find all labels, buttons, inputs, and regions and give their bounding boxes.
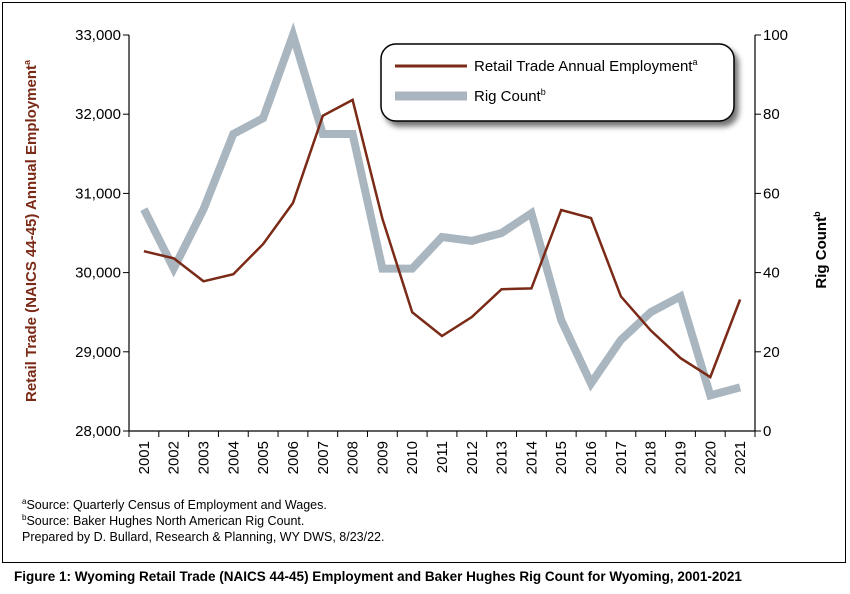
left-tick-label: 33,000 xyxy=(75,27,121,44)
x-tick-label: 2014 xyxy=(523,441,540,474)
left-tick-label: 30,000 xyxy=(75,265,121,282)
right-tick-label: 100 xyxy=(763,27,788,44)
x-tick-label: 2013 xyxy=(494,441,511,474)
x-tick-labels: 2001 2002 2003 2004 2005 2006 2007 2008 2009 2010… xyxy=(136,441,749,474)
x-tick-label: 2006 xyxy=(285,441,302,474)
x-tick-label: 2015 xyxy=(553,441,570,474)
left-tick-label: 29,000 xyxy=(75,344,121,361)
right-tick-label: 60 xyxy=(763,185,780,202)
x-tick-label: 2009 xyxy=(374,441,391,474)
prepared-by-note: Prepared by D. Bullard, Research & Plann… xyxy=(22,530,385,544)
figure-caption: Figure 1: Wyoming Retail Trade (NAICS 44… xyxy=(14,569,742,584)
y-axis-labels: Retail Trade (NAICS 44-45) Annual Employ… xyxy=(22,59,830,402)
x-tick-label: 2021 xyxy=(732,441,749,474)
right-tick-label: 20 xyxy=(763,344,780,361)
legend-label-rig-count: Rig Countb xyxy=(474,87,546,105)
x-tick-label: 2002 xyxy=(166,441,183,474)
series-lines xyxy=(140,22,742,401)
x-tick-label: 2017 xyxy=(613,441,630,474)
right-tick-label: 40 xyxy=(763,265,780,282)
right-tick-label: 80 xyxy=(763,106,780,123)
x-tick-label: 2020 xyxy=(702,441,719,474)
dual-axis-line-chart: 28,000 29,000 30,000 31,000 32,000 33,000 0 20 4… xyxy=(22,22,830,474)
retail-employment-line xyxy=(143,98,742,379)
legend: Retail Trade Annual Employmenta Rig Count… xyxy=(380,43,735,122)
x-tick-label: 2019 xyxy=(672,441,689,474)
x-tick-label: 2008 xyxy=(345,441,362,474)
legend-label-employment: Retail Trade Annual Employmenta xyxy=(474,57,697,75)
source-note-a: aSource: Quarterly Census of Employment … xyxy=(22,496,327,512)
left-axis-title: Retail Trade (NAICS 44-45) Annual Employ… xyxy=(22,59,40,402)
x-tick-label: 2012 xyxy=(464,441,481,474)
x-tick-label: 2016 xyxy=(583,441,600,474)
right-tick-label: 0 xyxy=(763,423,771,440)
legend-box xyxy=(380,43,735,122)
right-axis-title: Rig Countb xyxy=(812,211,830,289)
x-tick-label: 2005 xyxy=(255,441,272,474)
left-tick-label: 28,000 xyxy=(75,423,121,440)
x-tick-label: 2004 xyxy=(225,441,242,474)
left-tick-label: 32,000 xyxy=(75,106,121,123)
rig-count-line xyxy=(140,22,742,401)
x-tick-label: 2018 xyxy=(643,441,660,474)
x-tick-label: 2011 xyxy=(434,441,451,473)
x-tick-label: 2003 xyxy=(196,441,213,474)
axes: 28,000 29,000 30,000 31,000 32,000 33,000 0 20 4… xyxy=(75,27,788,440)
figure-frame xyxy=(2,2,846,563)
x-tick-label: 2007 xyxy=(315,441,332,474)
source-note-b: bSource: Baker Hughes North American Rig… xyxy=(22,512,305,528)
x-tick-label: 2001 xyxy=(136,441,153,474)
x-tick-label: 2010 xyxy=(404,441,421,474)
left-tick-label: 31,000 xyxy=(75,185,121,202)
